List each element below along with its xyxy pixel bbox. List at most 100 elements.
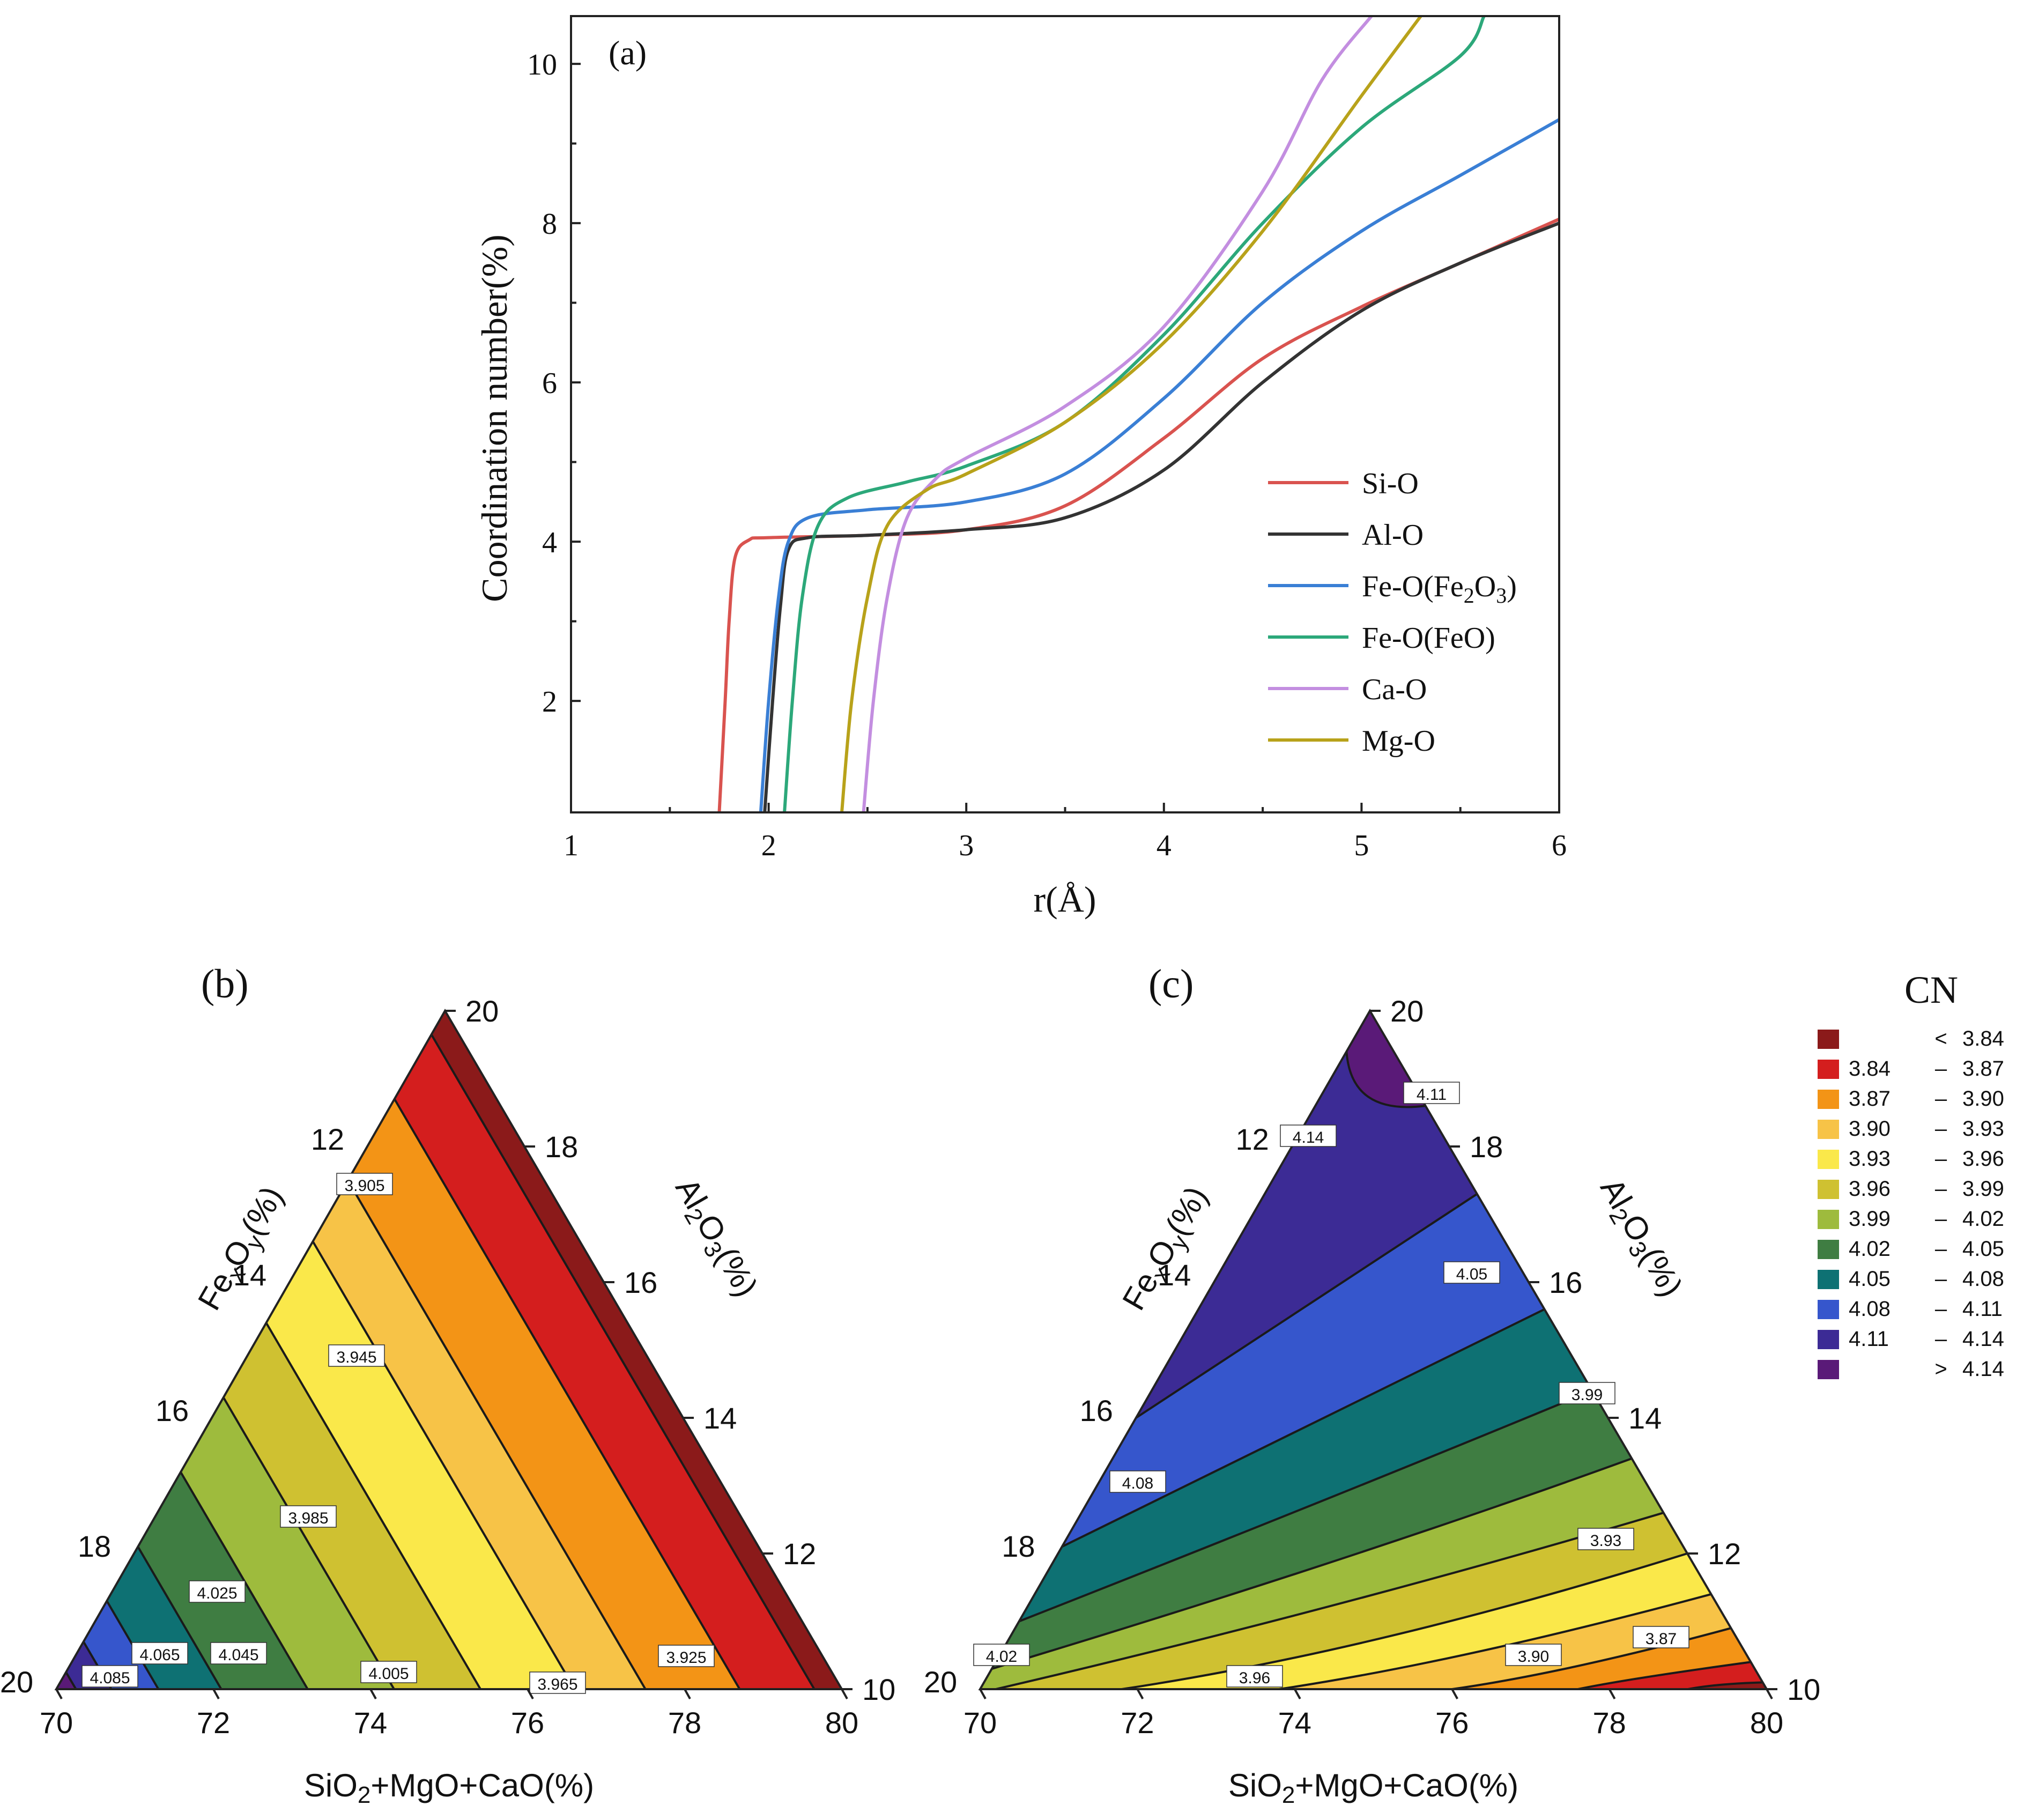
legend-entry-label: Fe-O(Fe2O3) — [1362, 570, 1517, 608]
contour-label-box — [1109, 1470, 1166, 1493]
left-tick-label: 14 — [233, 1258, 266, 1292]
contour-line — [347, 1180, 647, 1689]
right-tick-label: 10 — [1787, 1673, 1820, 1706]
contour-value-label: 3.99 — [1572, 1386, 1603, 1404]
x-tick-label: 3 — [959, 829, 974, 862]
contour-value-label: 4.11 — [1417, 1086, 1447, 1104]
bottom-tick-mark — [55, 1689, 63, 1699]
panel-a-y-axis-label: Coordination number(%) — [474, 234, 515, 602]
bottom-tick-mark — [1766, 1689, 1773, 1699]
x-tick-label: 5 — [1354, 829, 1369, 862]
bottom-tick-mark — [684, 1689, 691, 1699]
contour-value-label: 3.87 — [1645, 1630, 1677, 1648]
colorbar-range-from: 3.84 — [1849, 1057, 1891, 1081]
colorbar-swatch — [1818, 1030, 1839, 1049]
colorbar-range-to: 3.96 — [1962, 1147, 2004, 1171]
colorbar-range-to: 4.08 — [1962, 1267, 2004, 1291]
bottom-tick-label: 80 — [825, 1706, 858, 1740]
contour-line — [394, 1098, 741, 1689]
right-tick-label: 16 — [624, 1266, 657, 1299]
contour-band — [347, 1099, 740, 1689]
cn-colorbar-legend: CN <3.843.84–3.873.87–3.903.90–3.933.93–… — [1818, 968, 2004, 1381]
colorbar-range-from: 3.96 — [1849, 1177, 1891, 1201]
right-tick-label: 14 — [1628, 1401, 1662, 1435]
colorbar-range-from: 4.02 — [1849, 1237, 1891, 1261]
bottom-axis-label: SiO2+MgO+CaO(%) — [1228, 1767, 1518, 1808]
contour-band — [394, 1034, 814, 1689]
bottom-tick-mark — [1608, 1689, 1616, 1699]
contour-band — [56, 1672, 76, 1689]
right-axis-label: Al2O3(%) — [1589, 1172, 1689, 1305]
contour-line — [223, 1397, 395, 1689]
contour-line — [1135, 1193, 1478, 1419]
y-tick-label: 4 — [542, 526, 557, 559]
colorbar-swatch — [1818, 1240, 1839, 1259]
panel-c-ternary-contour: (c) 4.14 4.11 4.05 3.99 4.08 3.93 4.02 3.96 3.90… — [924, 961, 1820, 1808]
panel-a-legend: Si-O Al-O Fe-O(Fe2O3) Fe-O(FeO) Ca-O Mg-O — [1268, 467, 1517, 758]
y-tick-label: 6 — [542, 367, 557, 400]
contour-label-box — [336, 1173, 393, 1195]
colorbar-range-sep: – — [1935, 1147, 1947, 1171]
bottom-tick-mark — [527, 1689, 534, 1699]
contour-line — [1345, 1051, 1426, 1108]
bottom-tick-label: 72 — [197, 1706, 230, 1740]
contour-value-label: 3.90 — [1518, 1648, 1549, 1666]
contour-label-box — [1577, 1528, 1634, 1550]
contour-value-label: 3.96 — [1239, 1669, 1270, 1687]
colorbar-range-to: 3.90 — [1962, 1087, 2004, 1111]
bottom-tick-mark — [1294, 1689, 1301, 1699]
bottom-tick-mark — [979, 1689, 987, 1699]
right-axis-label: Al2O3(%) — [664, 1172, 765, 1305]
panel-a-label: (a) — [609, 34, 647, 72]
contour-value-label: 4.025 — [197, 1585, 237, 1602]
colorbar-range-sep: – — [1935, 1177, 1947, 1201]
series-line-fe-o-fe2o3- — [759, 118, 1559, 812]
contour-value-label: 4.08 — [1122, 1475, 1153, 1492]
contour-line — [65, 1671, 77, 1689]
left-tick-label: 20 — [924, 1665, 957, 1699]
series-line-si-o — [717, 217, 1559, 812]
series-line-mg-o — [840, 16, 1422, 812]
colorbar-range-sep: – — [1935, 1207, 1947, 1231]
contour-band — [431, 1011, 842, 1689]
colorbar-swatch — [1818, 1150, 1839, 1169]
colorbar-range-to: 3.93 — [1962, 1117, 2004, 1141]
contour-line — [991, 1458, 1633, 1670]
colorbar-range-to: 4.14 — [1962, 1327, 2004, 1351]
colorbar-range-sep: – — [1935, 1267, 1947, 1291]
colorbar-range-to: 3.99 — [1962, 1177, 2004, 1201]
colorbar-range-sep: < — [1934, 1027, 1947, 1050]
contour-label-box — [1633, 1626, 1689, 1648]
panel-a-line-chart: (a) 1 2 3 4 5 6 2 4 6 8 10 r(Å) Coordination numb… — [474, 15, 1567, 920]
colorbar-swatch — [1818, 1270, 1839, 1289]
contour-label-box — [189, 1580, 246, 1603]
bottom-tick-mark — [369, 1689, 377, 1699]
contour-value-label: 3.965 — [537, 1676, 577, 1693]
colorbar-swatch — [1818, 1090, 1839, 1109]
colorbar-range-from: 4.08 — [1849, 1297, 1891, 1321]
contour-line — [1577, 1661, 1751, 1689]
contour-band — [980, 1628, 1767, 1689]
contour-label-box — [131, 1642, 188, 1664]
colorbar-range-to: 4.02 — [1962, 1207, 2004, 1231]
contour-line — [312, 1241, 576, 1689]
left-tick-label: 18 — [78, 1529, 111, 1563]
series-line-ca-o — [862, 16, 1373, 812]
left-tick-label: 16 — [1080, 1394, 1113, 1427]
right-tick-label: 20 — [465, 994, 499, 1028]
contour-value-label: 4.005 — [368, 1665, 409, 1683]
x-tick-label: 1 — [564, 829, 579, 862]
bottom-tick-label: 80 — [1750, 1706, 1783, 1740]
right-tick-label: 12 — [1708, 1537, 1741, 1571]
y-tick-label: 10 — [527, 48, 557, 82]
bottom-tick-label: 74 — [354, 1706, 387, 1740]
colorbar-swatch — [1818, 1180, 1839, 1199]
colorbar-range-to: 4.05 — [1962, 1237, 2004, 1261]
contour-label-box — [328, 1344, 385, 1367]
contour-value-label: 4.085 — [90, 1669, 130, 1687]
left-tick-label: 14 — [1158, 1258, 1191, 1292]
panel-c-triangle-frame — [978, 1009, 1769, 1690]
bottom-axis-label: SiO2+MgO+CaO(%) — [304, 1767, 594, 1808]
legend-entry-label: Al-O — [1362, 519, 1424, 552]
bottom-tick-mark — [1451, 1689, 1458, 1699]
